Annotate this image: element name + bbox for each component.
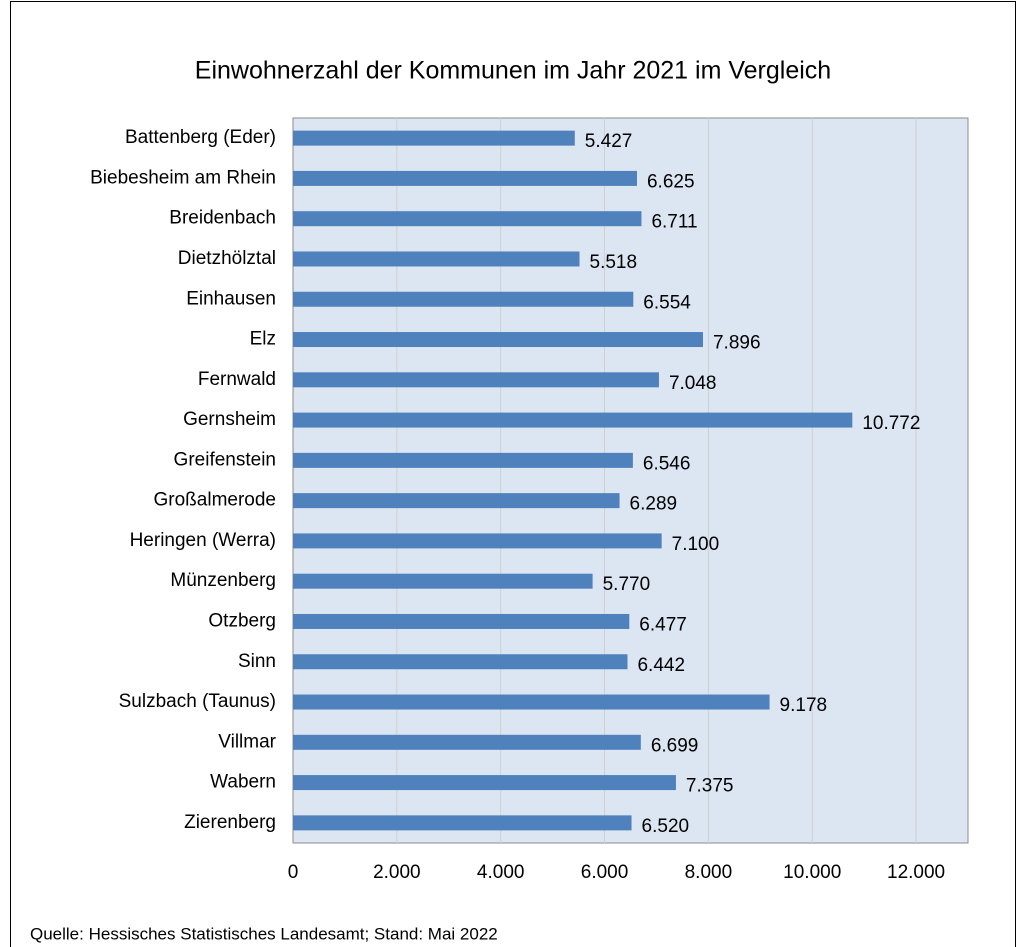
data-label: 6.699 <box>651 735 699 756</box>
x-tick-label: 8.000 <box>685 862 733 883</box>
x-tick-label: 4.000 <box>477 862 525 883</box>
x-tick-label: 12.000 <box>887 862 945 883</box>
bar <box>293 573 593 589</box>
chart-title: Einwohnerzahl der Kommunen im Jahr 2021 … <box>195 57 831 85</box>
bar <box>293 613 630 629</box>
data-label: 7.375 <box>686 776 734 797</box>
x-tick-label: 0 <box>288 862 299 883</box>
source-note: Quelle: Hessisches Statistisches Landesa… <box>30 924 498 943</box>
data-label: 6.289 <box>630 494 678 515</box>
y-tick-label: Einhausen <box>186 288 276 309</box>
bar <box>293 332 703 348</box>
data-label: 7.896 <box>713 333 761 354</box>
y-tick-label: Sulzbach (Taunus) <box>119 691 276 712</box>
bar <box>293 815 632 831</box>
data-label: 6.520 <box>642 816 690 837</box>
bar <box>293 694 770 710</box>
bar <box>293 452 633 468</box>
bar <box>293 493 620 509</box>
bar <box>293 412 853 428</box>
y-tick-label: Elz <box>250 329 276 350</box>
bar <box>293 130 575 146</box>
bar <box>293 251 580 267</box>
x-tick-label: 2.000 <box>373 862 421 883</box>
bar <box>293 170 637 186</box>
x-tick-label: 6.000 <box>581 862 629 883</box>
data-label: 7.100 <box>672 534 720 555</box>
y-tick-label: Greifenstein <box>174 449 276 470</box>
y-tick-label: Großalmerode <box>154 490 277 511</box>
y-tick-label: Biebesheim am Rhein <box>90 167 276 188</box>
data-label: 6.442 <box>637 655 685 676</box>
y-tick-label: Heringen (Werra) <box>130 530 276 551</box>
data-label: 7.048 <box>669 373 717 394</box>
y-tick-label: Battenberg (Eder) <box>125 127 276 148</box>
data-label: 6.546 <box>643 453 691 474</box>
bar <box>293 372 659 388</box>
bar <box>293 533 662 549</box>
y-tick-label: Villmar <box>218 731 276 752</box>
bar <box>293 211 642 227</box>
y-tick-label: Sinn <box>238 651 276 672</box>
y-tick-label: Gernsheim <box>183 409 276 430</box>
data-label: 10.772 <box>862 413 920 434</box>
frame <box>10 1 1016 947</box>
x-tick-label: 10.000 <box>783 862 841 883</box>
bar <box>293 291 634 307</box>
y-tick-label: Zierenberg <box>184 812 276 833</box>
data-label: 6.625 <box>647 171 695 192</box>
y-tick-label: Münzenberg <box>170 570 276 591</box>
data-label: 6.477 <box>639 614 687 635</box>
bar <box>293 654 628 670</box>
data-label: 5.518 <box>590 252 638 273</box>
y-tick-label: Breidenbach <box>169 208 276 229</box>
data-label: 6.554 <box>643 292 691 313</box>
data-label: 9.178 <box>780 695 828 716</box>
plot-area <box>292 117 969 844</box>
bar <box>293 734 641 750</box>
y-tick-label: Dietzhölztal <box>178 248 276 269</box>
bar <box>293 775 676 791</box>
data-label: 6.711 <box>651 212 697 233</box>
y-tick-label: Wabern <box>210 772 276 793</box>
data-label: 5.427 <box>585 131 633 152</box>
y-tick-label: Fernwald <box>198 369 276 390</box>
data-label: 5.770 <box>603 574 651 595</box>
y-tick-label: Otzberg <box>208 610 276 631</box>
